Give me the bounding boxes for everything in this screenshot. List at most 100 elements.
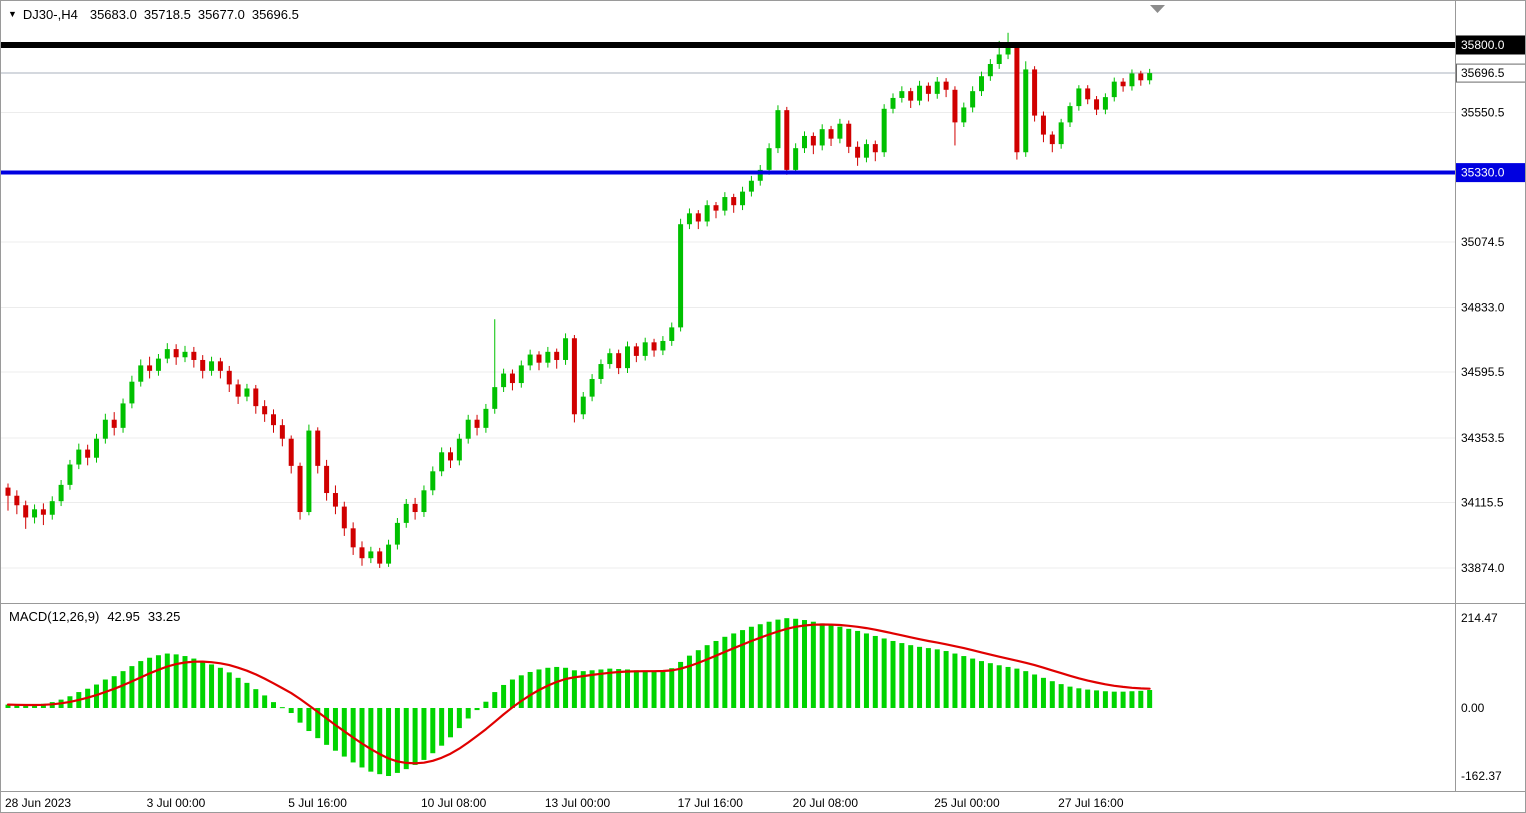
- macd-bar: [368, 707, 374, 772]
- macd-bar: [465, 707, 471, 719]
- bear-candle: [271, 414, 276, 426]
- time-axis[interactable]: 28 Jun 2023 3 Jul 00:00 5 Jul 16:00 10 Jul …: [5, 796, 1124, 810]
- macd-bar: [474, 707, 480, 711]
- bear-candle: [5, 487, 11, 496]
- macd-bar: [200, 661, 206, 708]
- bull-candle: [580, 396, 586, 415]
- macd-bar: [1111, 691, 1117, 708]
- bear-candle: [943, 81, 949, 90]
- bull-candle: [244, 388, 250, 397]
- bear-candle: [315, 430, 321, 466]
- quote-low: 35677.0: [197, 7, 245, 22]
- macd-bar: [23, 705, 29, 708]
- bull-candle: [607, 353, 613, 365]
- macd-bar: [828, 625, 834, 708]
- bull-candle: [518, 365, 524, 384]
- bull-candle: [1076, 88, 1082, 107]
- time-axis-label: 28 Jun 2023: [5, 796, 71, 810]
- bear-candle: [571, 338, 577, 415]
- bull-candle: [970, 91, 976, 108]
- bear-candle: [412, 503, 418, 513]
- macd-bar: [155, 655, 161, 708]
- bull-candle: [483, 408, 489, 428]
- bull-candle: [492, 387, 498, 409]
- bull-candle: [527, 354, 533, 366]
- macd-bar: [837, 626, 843, 708]
- macd-signal-value: 33.25: [147, 609, 181, 624]
- bear-candle: [616, 353, 622, 369]
- bear-candle: [253, 388, 259, 407]
- bear-candle: [448, 452, 453, 461]
- bear-candle: [554, 351, 560, 360]
- macd-bar: [713, 640, 719, 708]
- macd-axis-label: 214.47: [1461, 611, 1498, 625]
- macd-bar: [793, 618, 799, 708]
- macd-bar: [359, 707, 365, 768]
- macd-bar: [642, 670, 648, 708]
- macd-bar: [961, 656, 967, 708]
- main-chart-plot-area[interactable]: [1, 1, 1455, 603]
- bear-candle: [828, 129, 834, 139]
- macd-bar: [625, 669, 630, 708]
- bull-candle: [164, 349, 170, 359]
- bear-candle: [1014, 46, 1020, 153]
- bull-candle: [368, 551, 374, 559]
- price-badge-label: 35696.5: [1461, 66, 1505, 80]
- macd-bar: [1032, 674, 1038, 708]
- macd-bar: [1067, 686, 1073, 708]
- macd-bar: [129, 666, 135, 708]
- macd-bar: [607, 668, 613, 708]
- macd-bar: [483, 701, 489, 708]
- macd-plot-area[interactable]: [1, 604, 1455, 791]
- bear-candle: [855, 146, 861, 158]
- macd-bar: [660, 670, 666, 708]
- price-axis-area[interactable]: [1455, 1, 1526, 813]
- macd-bar: [509, 679, 515, 708]
- macd-name: MACD(12,26,9): [9, 609, 100, 624]
- macd-bar: [191, 658, 197, 708]
- macd-bar: [456, 707, 462, 729]
- bull-candle: [1129, 73, 1135, 87]
- macd-bar: [244, 682, 250, 708]
- macd-bar: [731, 633, 737, 708]
- macd-bar: [580, 671, 586, 708]
- macd-bar: [412, 707, 418, 765]
- bear-candle: [111, 419, 117, 428]
- chart-shift-marker-icon[interactable]: [1150, 5, 1165, 13]
- bear-candle: [332, 493, 338, 507]
- bull-candle: [32, 509, 38, 518]
- bull-candle: [209, 361, 215, 371]
- bull-candle: [642, 342, 648, 356]
- price-badge-current-badge: [1456, 63, 1525, 83]
- bear-candle: [279, 425, 285, 439]
- macd-bar: [1005, 666, 1011, 708]
- macd-bar: [527, 671, 533, 708]
- bear-candle: [872, 144, 878, 153]
- macd-bar: [952, 653, 958, 708]
- macd-bar: [1014, 668, 1020, 708]
- bull-candle: [102, 419, 108, 439]
- bull-candle: [722, 197, 728, 211]
- bear-candle: [226, 370, 232, 385]
- macd-main-value: 42.95: [107, 609, 140, 624]
- bull-candle: [1111, 81, 1117, 98]
- macd-bar: [943, 651, 949, 708]
- bull-candle: [129, 381, 135, 404]
- bull-candle: [669, 327, 675, 341]
- macd-bar: [1076, 688, 1082, 708]
- bull-candle: [775, 110, 781, 149]
- macd-bar: [271, 702, 276, 708]
- macd-bar: [908, 645, 914, 708]
- bull-candle: [456, 438, 462, 461]
- bear-candle: [784, 110, 790, 170]
- quote-open: 35683.0: [89, 7, 137, 22]
- bull-candle: [881, 108, 887, 153]
- symbol-marker-icon[interactable]: ▼: [8, 9, 17, 19]
- bull-candle: [1005, 46, 1011, 55]
- macd-bar: [253, 689, 259, 708]
- time-axis-label: 10 Jul 08:00: [421, 796, 487, 810]
- bull-candle: [501, 373, 507, 388]
- bear-candle: [536, 354, 542, 363]
- macd-bar: [430, 707, 436, 754]
